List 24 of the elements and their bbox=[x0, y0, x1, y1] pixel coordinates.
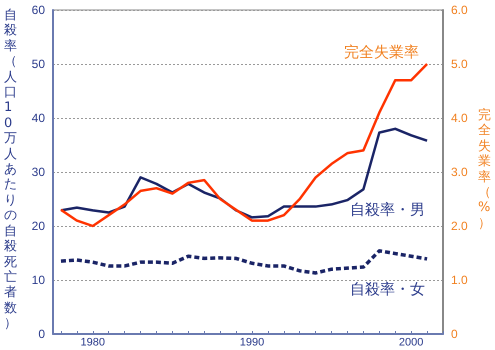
y-tick-label: 10 bbox=[32, 273, 46, 287]
y-tick-label: 40 bbox=[32, 111, 46, 125]
series-label: 自殺率・男 bbox=[350, 200, 426, 219]
y2-tick-label: 4.0 bbox=[451, 111, 468, 125]
y-tick-label: 50 bbox=[32, 57, 46, 71]
y2-tick-label: 6.0 bbox=[451, 3, 468, 17]
y-tick-label: 60 bbox=[32, 3, 46, 17]
y-tick-label: 20 bbox=[32, 219, 46, 233]
x-tick-label: 1980 bbox=[80, 336, 106, 348]
y2-tick-label: 1.0 bbox=[451, 273, 468, 287]
line-series bbox=[59, 249, 429, 275]
y2-tick-label: 3.0 bbox=[451, 165, 468, 179]
y2-axis-title: 完全失業率（%） bbox=[478, 108, 491, 232]
line-series bbox=[60, 62, 428, 228]
y2-tick-label: 2.0 bbox=[451, 219, 468, 233]
x-tick-label: 1990 bbox=[240, 336, 264, 348]
y2-tick-label: 0 bbox=[451, 327, 458, 341]
y-tick-label: 30 bbox=[32, 165, 46, 179]
series-label: 完全失業率 bbox=[344, 43, 420, 61]
text: 自殺率（人口10万人あたりの自殺死亡者数） bbox=[4, 8, 17, 332]
x-tick-label: 2000 bbox=[398, 336, 424, 348]
y-tick-label: 0 bbox=[38, 327, 46, 341]
series-label: 自殺率・女 bbox=[350, 280, 426, 298]
y2-tick-label: 5.0 bbox=[451, 57, 468, 71]
